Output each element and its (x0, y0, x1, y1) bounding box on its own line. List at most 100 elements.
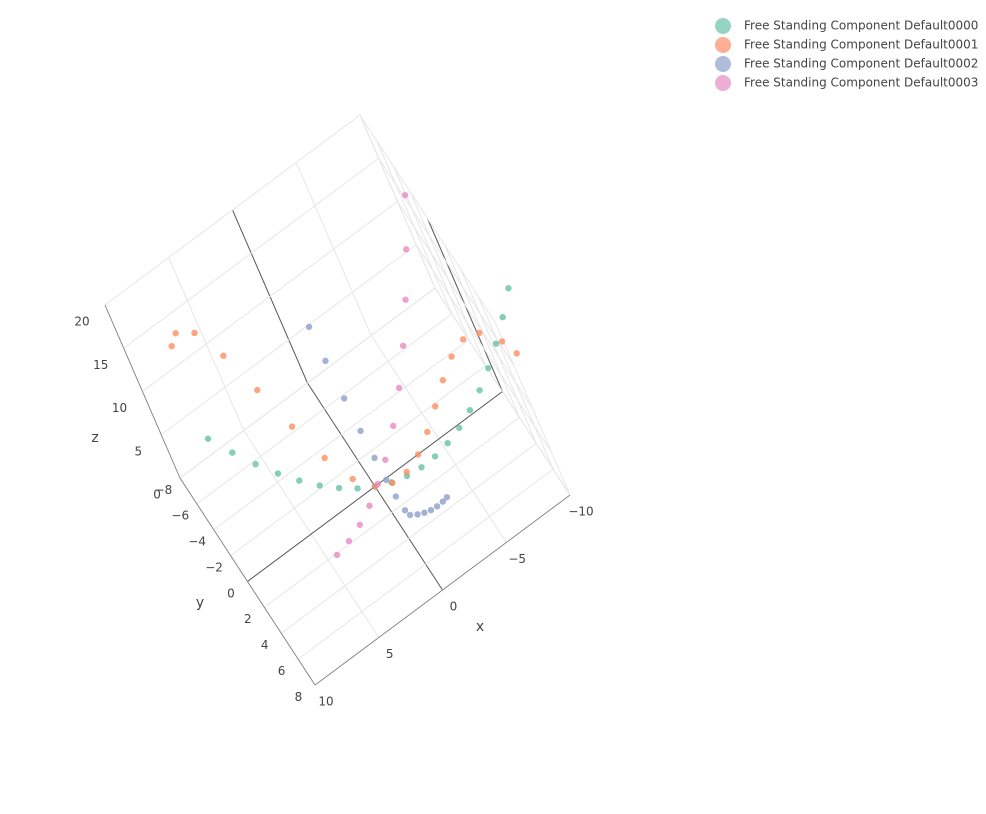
grid-line (123, 157, 380, 349)
point (401, 191, 409, 199)
y-axis-line (179, 477, 316, 686)
point (399, 342, 407, 349)
point (333, 551, 341, 559)
legend-label: Free Standing Component Default0002 (744, 57, 978, 71)
point (229, 449, 236, 456)
point (341, 395, 348, 402)
grid-line (104, 114, 361, 306)
grid-line (297, 468, 554, 660)
point (459, 336, 467, 343)
point (403, 468, 410, 476)
y-tick-label: −4 (188, 535, 206, 549)
z-tick-label: 0 (153, 488, 161, 502)
point (220, 352, 227, 359)
legend-marker (715, 75, 731, 91)
point (383, 476, 390, 484)
x-tick-label: 5 (386, 647, 394, 661)
point (424, 428, 431, 436)
point (444, 440, 451, 447)
y-tick-label: 4 (261, 638, 269, 652)
point (389, 479, 396, 487)
z-axis-line (104, 304, 181, 479)
grid-line (378, 157, 515, 366)
point (498, 338, 506, 345)
legend-label: Free Standing Component Default0000 (744, 19, 978, 33)
x-tick-label: −10 (568, 504, 593, 518)
series (333, 191, 410, 559)
point (345, 537, 353, 545)
grid-line (397, 201, 533, 409)
point (402, 296, 409, 303)
point (252, 460, 259, 468)
point (354, 485, 361, 492)
grid-line (160, 244, 417, 436)
series (305, 323, 451, 519)
point (414, 511, 421, 518)
grid-line (359, 114, 496, 323)
point (382, 456, 389, 463)
grid-line (415, 244, 552, 453)
point (321, 454, 328, 462)
z-tick-label: 15 (93, 358, 108, 372)
point (288, 423, 296, 430)
point (172, 330, 179, 337)
point (443, 493, 451, 501)
point (392, 493, 400, 500)
point (204, 435, 212, 442)
y-tick-label: 0 (227, 586, 235, 600)
point (414, 451, 422, 458)
point (316, 482, 323, 489)
z-tick-label: 10 (112, 401, 127, 415)
point (403, 246, 410, 253)
point (357, 427, 364, 435)
point (401, 507, 409, 514)
point (371, 454, 378, 462)
point (274, 470, 282, 477)
point (456, 424, 463, 432)
point (505, 285, 512, 292)
legend-label: Free Standing Component Default0001 (744, 38, 978, 52)
point (418, 464, 425, 471)
point (513, 350, 520, 357)
y-tick-label: −8 (155, 483, 173, 497)
legend-label: Free Standing Component Default0003 (744, 76, 978, 90)
z-tick-label: 5 (134, 444, 142, 458)
x-tick-label: −5 (508, 552, 526, 566)
grid-line (213, 339, 470, 531)
point (421, 509, 428, 516)
point (433, 503, 441, 510)
grid-line (179, 287, 436, 479)
point (366, 502, 373, 509)
point (406, 511, 414, 519)
grid-line (280, 442, 537, 634)
point (395, 384, 403, 392)
series (168, 329, 520, 490)
grid-line (230, 365, 486, 557)
point (431, 403, 439, 410)
grid-line (434, 287, 571, 496)
point (448, 353, 455, 360)
y-tick-label: 8 (295, 690, 303, 704)
point (349, 475, 356, 483)
point (374, 480, 382, 488)
point (427, 506, 435, 514)
y-tick-label: −2 (205, 560, 223, 574)
y-tick-label: 6 (278, 664, 286, 678)
x-tick-label: 10 (318, 694, 333, 708)
point (476, 329, 483, 337)
grid-line (142, 201, 398, 392)
legend-marker (715, 37, 731, 53)
x-axis-line (314, 494, 571, 686)
x-tick-label: 0 (450, 599, 458, 613)
grid-line (196, 313, 453, 505)
x-axis-title: x (476, 619, 484, 635)
point (476, 387, 483, 394)
point (439, 377, 447, 384)
legend-marker (715, 18, 731, 34)
point (389, 422, 397, 430)
z-axis-title: z (91, 430, 98, 446)
y-tick-label: 2 (244, 612, 252, 626)
point (485, 364, 492, 372)
point (168, 342, 175, 350)
